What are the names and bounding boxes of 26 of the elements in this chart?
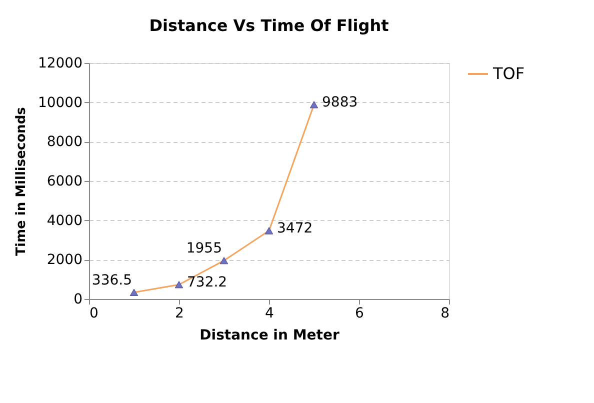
x-tick-label: 0 <box>90 306 98 322</box>
y-tick-label: 4000 <box>46 212 82 229</box>
y-tick-label: 0 <box>74 292 82 308</box>
data-label: 9883 <box>322 94 358 111</box>
x-axis-title: Distance in Meter <box>200 328 340 344</box>
y-tick-label: 8000 <box>46 134 82 150</box>
data-label: 732.2 <box>187 274 228 291</box>
y-tick-label: 6000 <box>46 174 82 190</box>
point <box>264 227 274 234</box>
data-label: 1955 <box>186 240 222 257</box>
point <box>310 101 318 108</box>
y-tick-label: 2000 <box>46 252 82 268</box>
point <box>174 280 184 288</box>
x-tick-label: 4 <box>265 306 274 322</box>
x-tick-label: 8 <box>440 306 450 322</box>
chart-title: Distance Vs Time Of Flight <box>149 16 390 35</box>
data-label: 3472 <box>277 220 313 237</box>
x-tick-label: 6 <box>355 306 364 322</box>
y-axis-title: Time in Milliseconds <box>14 106 29 256</box>
point <box>130 288 138 296</box>
data-label: 336.5 <box>92 272 132 288</box>
point <box>220 256 228 264</box>
x-tick-label: 2 <box>175 306 184 322</box>
y-tick-label: 10000 <box>38 94 82 111</box>
legend-label: TOF <box>492 64 525 83</box>
y-tick-label: 12000 <box>38 56 82 72</box>
